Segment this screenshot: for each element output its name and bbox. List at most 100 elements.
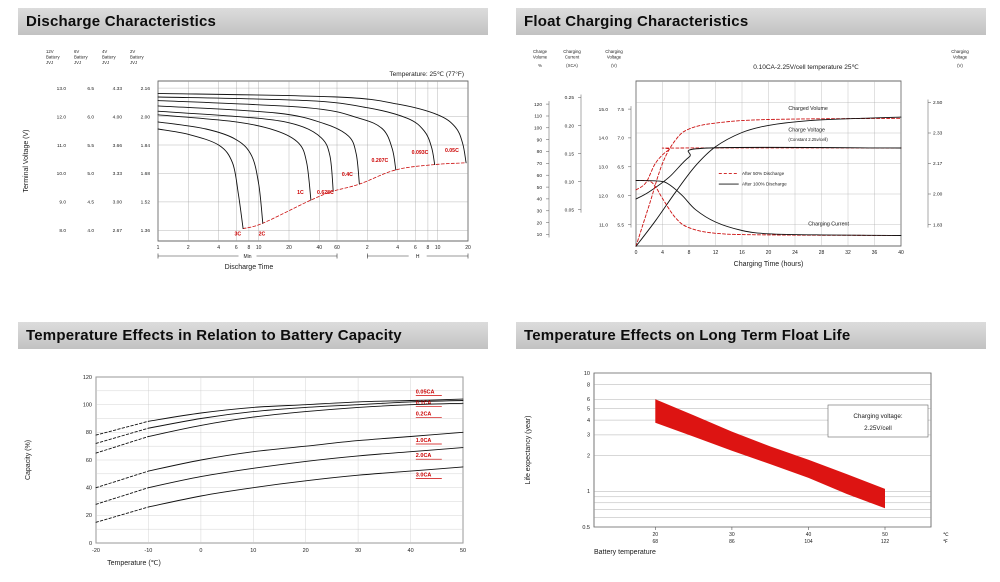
svg-text:4: 4	[661, 250, 664, 256]
svg-text:0.05C: 0.05C	[445, 148, 459, 154]
svg-text:JVJ: JVJ	[102, 60, 109, 65]
svg-text:15.0: 15.0	[599, 107, 609, 113]
svg-text:20: 20	[653, 532, 659, 538]
svg-text:6.5: 6.5	[617, 165, 624, 171]
svg-text:32: 32	[845, 250, 851, 256]
svg-text:50: 50	[460, 548, 466, 554]
svg-text:1: 1	[157, 245, 160, 251]
float-life-section-title: Temperature Effects on Long Term Float L…	[524, 327, 851, 344]
svg-text:1.83: 1.83	[933, 222, 943, 228]
svg-text:6: 6	[414, 245, 417, 251]
svg-text:H: H	[416, 254, 420, 260]
svg-text:2.0CA: 2.0CA	[416, 453, 432, 459]
svg-text:1.36: 1.36	[141, 228, 151, 234]
svg-text:Charging: Charging	[951, 49, 969, 54]
discharge-section-header: Discharge Characteristics	[18, 8, 488, 35]
svg-text:0.5: 0.5	[582, 525, 590, 531]
svg-text:1.68: 1.68	[141, 171, 151, 177]
svg-text:100: 100	[83, 403, 92, 409]
svg-text:0.1CA: 0.1CA	[416, 401, 432, 407]
svg-text:2: 2	[587, 454, 590, 460]
svg-text:4V: 4V	[102, 49, 107, 54]
svg-text:13.0: 13.0	[57, 86, 67, 92]
svg-text:1: 1	[587, 489, 590, 495]
svg-text:2.17: 2.17	[933, 161, 943, 167]
svg-text:10: 10	[256, 245, 262, 251]
svg-text:3: 3	[587, 433, 590, 439]
svg-text:0.4C: 0.4C	[342, 172, 353, 178]
svg-text:Battery: Battery	[46, 55, 60, 60]
svg-text:℃: ℃	[943, 532, 949, 538]
svg-text:12.0: 12.0	[599, 193, 609, 199]
svg-text:0.10: 0.10	[565, 179, 575, 185]
svg-text:50: 50	[882, 532, 888, 538]
svg-text:24: 24	[792, 250, 798, 256]
svg-text:40: 40	[86, 486, 92, 492]
svg-text:40: 40	[317, 245, 323, 251]
svg-text:0.05CA: 0.05CA	[416, 390, 435, 396]
svg-text:0: 0	[635, 250, 638, 256]
svg-text:JVJ: JVJ	[46, 60, 53, 65]
svg-text:8.0: 8.0	[59, 228, 66, 234]
svg-text:9.0: 9.0	[59, 200, 66, 206]
svg-text:4.00: 4.00	[113, 114, 123, 120]
float-charging-panel: Float Charging Characteristics Charge Vol…	[516, 8, 986, 281]
svg-text:Discharge Time: Discharge Time	[225, 264, 274, 271]
svg-text:(V): (V)	[611, 63, 617, 68]
float-life-section-header: Temperature Effects on Long Term Float L…	[516, 322, 986, 349]
svg-text:Voltage: Voltage	[953, 55, 968, 60]
svg-text:3.33: 3.33	[113, 171, 123, 177]
temp-capacity-section-title: Temperature Effects in Relation to Batte…	[26, 327, 402, 344]
svg-text:0: 0	[199, 548, 202, 554]
svg-text:4: 4	[587, 418, 590, 424]
float-charging-chart: ChargeVolume%120110100908070605040302010…	[533, 49, 970, 268]
svg-text:4.0: 4.0	[87, 228, 94, 234]
svg-text:0.05: 0.05	[565, 207, 575, 213]
svg-text:2C: 2C	[259, 232, 266, 238]
svg-text:1.0CA: 1.0CA	[416, 438, 432, 444]
svg-text:Charging: Charging	[563, 49, 581, 54]
svg-text:2.33: 2.33	[933, 131, 943, 137]
svg-text:7.0: 7.0	[617, 136, 624, 142]
svg-text:Charging voltage:: Charging voltage:	[853, 413, 903, 420]
svg-text:80: 80	[537, 149, 543, 155]
svg-text:40: 40	[537, 197, 543, 203]
svg-text:Charging Current: Charging Current	[808, 221, 849, 227]
svg-text:Capacity (%): Capacity (%)	[25, 440, 32, 480]
svg-text:Temperature: 25℃ (77°F): Temperature: 25℃ (77°F)	[389, 70, 464, 78]
svg-text:0.628C: 0.628C	[317, 190, 334, 196]
svg-text:10: 10	[537, 232, 543, 238]
svg-text:Voltage: Voltage	[607, 55, 622, 60]
svg-text:Min: Min	[243, 254, 251, 260]
svg-text:20: 20	[766, 250, 772, 256]
svg-text:Current: Current	[565, 55, 580, 60]
svg-text:-20: -20	[92, 548, 100, 554]
svg-text:104: 104	[804, 539, 813, 545]
svg-text:Temperature (℃): Temperature (℃)	[107, 560, 161, 567]
svg-text:10.0: 10.0	[57, 171, 67, 177]
svg-text:(Constant 2.25v/cell): (Constant 2.25v/cell)	[788, 137, 828, 142]
svg-text:2V: 2V	[130, 49, 135, 54]
svg-text:110: 110	[534, 114, 542, 120]
svg-text:After 100% Discharge: After 100% Discharge	[742, 182, 787, 187]
svg-text:20: 20	[537, 220, 543, 226]
svg-text:Charge Voltage: Charge Voltage	[788, 127, 825, 133]
svg-text:8: 8	[248, 245, 251, 251]
svg-text:3C: 3C	[234, 232, 241, 238]
svg-text:4.5: 4.5	[87, 200, 94, 206]
svg-text:Battery: Battery	[74, 55, 88, 60]
svg-text:0.20: 0.20	[565, 123, 575, 129]
svg-text:11.0: 11.0	[57, 143, 66, 149]
svg-text:120: 120	[83, 375, 92, 381]
svg-text:40: 40	[806, 532, 812, 538]
svg-text:12: 12	[713, 250, 719, 256]
svg-text:30: 30	[729, 532, 735, 538]
svg-text:7.5: 7.5	[617, 107, 624, 113]
svg-text:2.25V/cell: 2.25V/cell	[864, 425, 892, 432]
svg-text:5.5: 5.5	[617, 222, 624, 228]
svg-text:20: 20	[303, 548, 309, 554]
svg-text:20: 20	[465, 245, 471, 251]
svg-text:2: 2	[366, 245, 369, 251]
svg-text:5: 5	[587, 406, 590, 412]
temp-capacity-chart: 0 20 40 60 80 100 120 -20 -10 0 10 20 30 40 50 0.05CA 0.…	[25, 375, 466, 567]
